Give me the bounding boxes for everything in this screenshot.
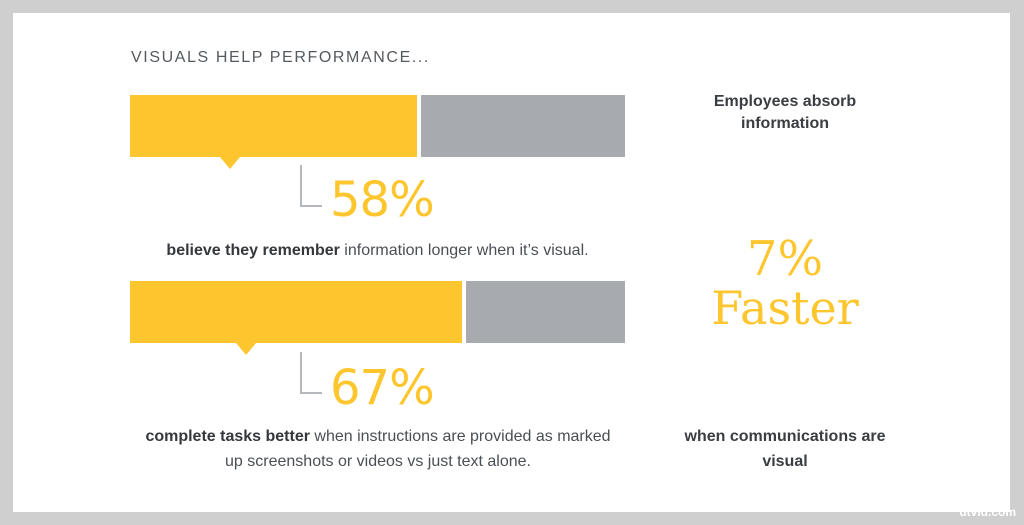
bar-pointer <box>220 157 240 169</box>
bracket-connector <box>300 352 322 394</box>
bracket-connector <box>300 165 322 207</box>
caption-text: information longer when it’s visual. <box>339 242 589 259</box>
infographic-card: VISUALS HELP PERFORMANCE... 58% believe … <box>13 13 1010 512</box>
bar-pointer <box>236 343 256 355</box>
caption-bold: complete tasks better <box>145 428 310 445</box>
stat-headline: 7% Faster <box>681 235 889 331</box>
stat-intro: Employees absorb information <box>713 93 857 132</box>
stat-outro: when communications are visual <box>684 428 886 470</box>
bar-segment-remaining <box>421 95 625 157</box>
bar-chart-remember <box>130 95 625 157</box>
bar-segment-filled <box>130 281 462 343</box>
bar-segment-filled <box>130 95 417 157</box>
bar-chart-tasks <box>130 281 625 343</box>
caption-tasks: complete tasks better when instructions … <box>143 424 613 474</box>
stat-word: Faster <box>711 281 859 335</box>
stat-value: 7% <box>746 231 824 287</box>
bar-segment-remaining <box>466 281 625 343</box>
watermark: utvid.com <box>959 505 1016 519</box>
caption-text: when instructions are provided as marked… <box>225 428 611 470</box>
section-heading: VISUALS HELP PERFORMANCE... <box>131 49 430 66</box>
data-label-67: 67% <box>330 360 435 416</box>
caption-bold: believe they remember <box>166 242 340 259</box>
caption-remember: believe they remember information longer… <box>130 238 625 263</box>
data-label-58: 58% <box>330 172 435 228</box>
